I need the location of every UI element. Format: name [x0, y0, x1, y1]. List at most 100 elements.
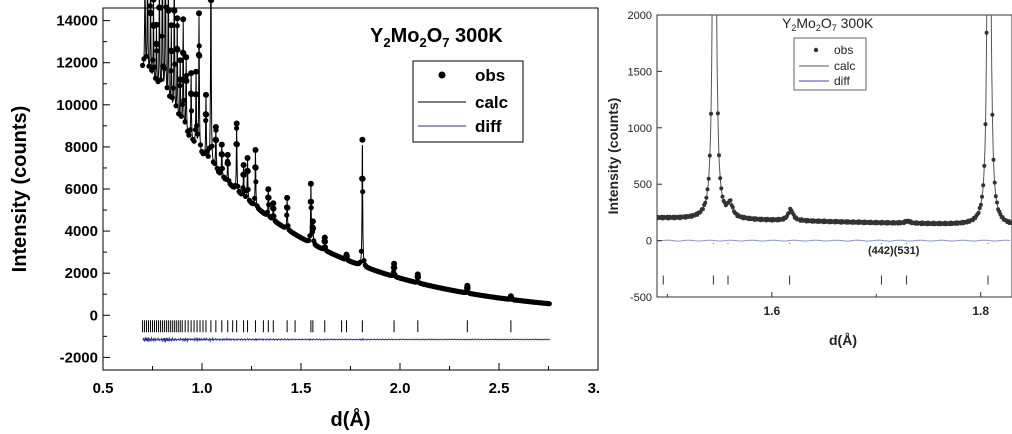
obs-point	[730, 205, 735, 210]
obs-point	[195, 131, 201, 137]
x-tick-label: 3.0	[588, 380, 600, 397]
obs-peak-point	[153, 21, 160, 28]
x-tick-label: 0.5	[93, 380, 114, 397]
x-tick-label: 1.0	[192, 380, 213, 397]
obs-peak-point	[308, 198, 315, 205]
chart-title: Y2Mo2O7 300K	[370, 25, 503, 50]
obs-point	[285, 223, 291, 229]
obs-peak-point	[171, 7, 178, 14]
y-tick-label: -2000	[60, 349, 98, 366]
obs-point	[717, 153, 721, 158]
obs-peak-point	[212, 124, 219, 130]
obs-point	[546, 301, 552, 307]
obs-peak-point	[309, 218, 316, 225]
obs-point	[991, 157, 996, 162]
obs-point	[720, 194, 725, 199]
obs-point	[151, 64, 157, 70]
obs-point	[143, 53, 150, 59]
legend-label-calc: calc	[834, 59, 855, 73]
legend-marker-obs	[813, 47, 819, 53]
obs-point	[709, 111, 713, 116]
y-tick-label: 0	[646, 236, 652, 248]
obs-point	[192, 127, 198, 133]
obs-point	[173, 103, 179, 109]
obs-point	[147, 3, 153, 9]
series-calc	[657, 15, 1012, 224]
obs-point	[360, 189, 366, 195]
obs-point	[358, 248, 364, 254]
obs-point	[703, 200, 708, 205]
obs-peak-point	[252, 147, 259, 153]
obs-peak-point	[165, 7, 172, 14]
chart-left: -2000 0 2000 4000 6000 8000 10000 12000 14000 0.5…	[9, 0, 600, 431]
obs-point	[174, 23, 180, 29]
obs-point	[250, 201, 256, 207]
obs-point	[704, 195, 709, 200]
legend-label-obs: obs	[475, 66, 505, 85]
obs-point	[306, 237, 312, 244]
obs-point	[715, 111, 720, 116]
obs-point	[253, 179, 259, 185]
x-tick-label: 1.8	[972, 304, 989, 318]
obs-peak-point	[244, 155, 251, 161]
obs-point	[990, 112, 995, 117]
obs-point	[992, 180, 997, 185]
series-diff	[142, 336, 551, 344]
obs-point	[707, 153, 712, 158]
obs-point	[710, 10, 714, 14]
obs-point	[993, 194, 998, 199]
x-axis-label: d(Å)	[331, 407, 371, 431]
obs-point	[700, 207, 705, 212]
obs-peak-point	[307, 180, 314, 187]
obs-peak-point	[177, 57, 184, 64]
obs-point	[205, 153, 211, 159]
obs-peak-point	[196, 52, 203, 59]
obs-point	[219, 165, 225, 172]
obs-point	[982, 163, 987, 168]
legend-label-diff: diff	[475, 117, 502, 136]
obs-peak-point	[180, 16, 187, 23]
obs-point	[989, 0, 993, 4]
obs-peak-point	[284, 204, 291, 211]
obs-point	[718, 176, 723, 181]
obs-point	[161, 65, 168, 72]
y-tick-label: 8000	[65, 139, 98, 156]
obs-peak-point	[174, 15, 181, 22]
chart-right: -500 0 500 1000 1500 2000 1.6 1.8 d(Å) Intensity …	[605, 0, 1012, 348]
reflection-ticks	[142, 320, 512, 333]
obs-point	[186, 132, 192, 138]
y-tick-label: 1000	[628, 123, 652, 135]
obs-peak-point	[203, 91, 209, 98]
obs-peak-point	[177, 77, 184, 83]
y-tick-label: 14000	[56, 13, 98, 30]
obs-point	[164, 85, 170, 91]
y-axis-label: Intensity (counts)	[605, 98, 621, 215]
y-tick-label: -500	[630, 292, 652, 304]
obs-point	[243, 193, 249, 199]
y-tick-label: 6000	[65, 181, 98, 198]
obs-point	[976, 210, 981, 215]
obs-point	[705, 187, 710, 192]
y-tick-label: 2000	[628, 10, 652, 22]
obs-peak-point	[240, 162, 247, 168]
obs-point	[154, 48, 160, 54]
series-diff	[656, 239, 1010, 242]
obs-peak-point	[224, 151, 231, 158]
obs-point	[361, 258, 367, 264]
obs-point	[177, 83, 183, 89]
obs-point	[252, 195, 258, 201]
obs-peak-point	[147, 10, 154, 17]
obs-peak-point	[391, 264, 398, 271]
obs-peak-point	[240, 171, 247, 178]
obs-peak-point	[150, 0, 157, 3]
legend-label-obs: obs	[834, 43, 853, 57]
obs-point	[150, 57, 156, 63]
obs-peak-point	[153, 41, 160, 48]
obs-peak-point	[284, 194, 291, 201]
obs-point	[978, 202, 983, 207]
obs-point	[209, 143, 215, 149]
obs-point	[196, 43, 202, 49]
obs-peak-point	[174, 46, 181, 53]
y-tick-label: 10000	[56, 97, 98, 114]
